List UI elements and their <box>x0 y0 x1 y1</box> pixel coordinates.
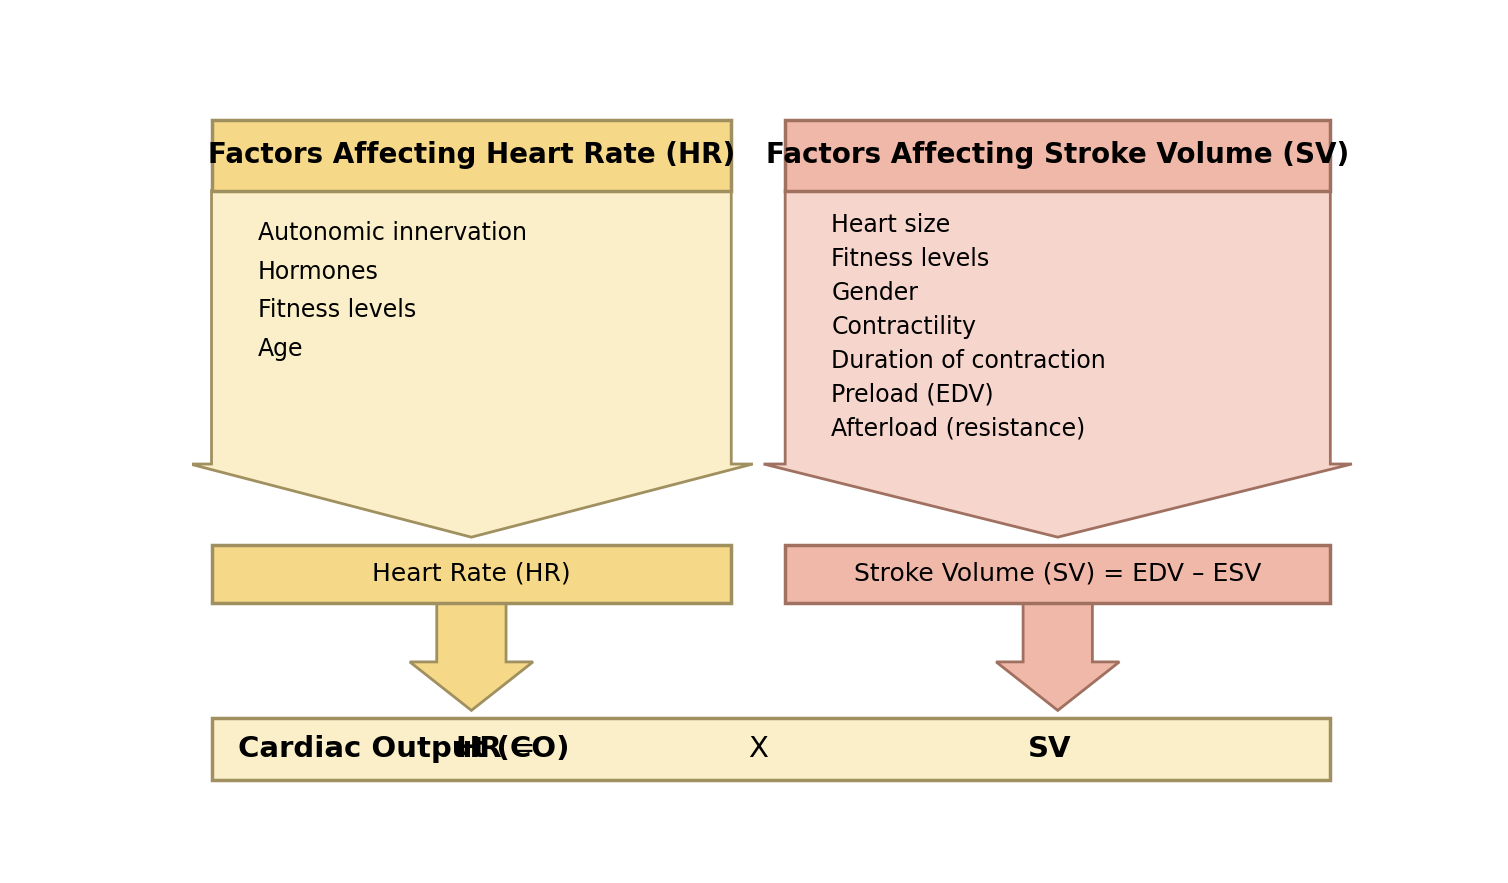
Text: Age: Age <box>258 336 303 360</box>
Text: HR: HR <box>455 735 502 763</box>
Bar <box>211 120 731 191</box>
Polygon shape <box>997 602 1119 711</box>
Bar <box>211 718 1330 780</box>
Text: Duration of contraction: Duration of contraction <box>831 349 1107 373</box>
Text: Stroke Volume (SV) = EDV – ESV: Stroke Volume (SV) = EDV – ESV <box>854 562 1261 585</box>
Polygon shape <box>763 191 1351 537</box>
Text: Heart Rate (HR): Heart Rate (HR) <box>372 562 570 585</box>
Text: X: X <box>748 735 768 763</box>
Text: SV: SV <box>1028 735 1072 763</box>
Polygon shape <box>190 191 752 537</box>
Text: Gender: Gender <box>831 281 918 305</box>
Text: Fitness levels: Fitness levels <box>258 298 416 322</box>
Text: =: = <box>511 735 535 763</box>
Bar <box>786 120 1330 191</box>
Text: Afterload (resistance): Afterload (resistance) <box>831 417 1086 441</box>
Text: Heart size: Heart size <box>831 214 950 238</box>
Text: Factors Affecting Heart Rate (HR): Factors Affecting Heart Rate (HR) <box>208 141 734 170</box>
Text: Autonomic innervation: Autonomic innervation <box>258 221 526 245</box>
Bar <box>211 545 731 602</box>
Text: Contractility: Contractility <box>831 315 976 339</box>
Text: Hormones: Hormones <box>258 260 379 283</box>
Text: Fitness levels: Fitness levels <box>831 247 989 271</box>
Text: Factors Affecting Stroke Volume (SV): Factors Affecting Stroke Volume (SV) <box>766 141 1350 170</box>
Polygon shape <box>410 602 532 711</box>
Bar <box>786 545 1330 602</box>
Text: Cardiac Output (CO): Cardiac Output (CO) <box>238 735 570 763</box>
Text: Preload (EDV): Preload (EDV) <box>831 382 994 407</box>
